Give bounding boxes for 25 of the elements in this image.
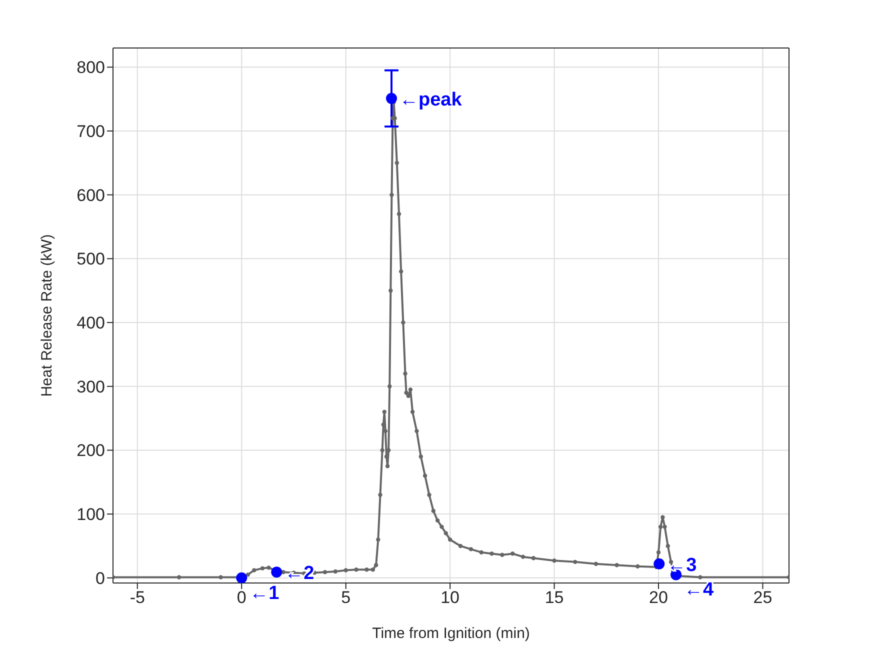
x-tick-label: 5: [341, 588, 351, 608]
point: [236, 572, 248, 583]
y-tick-label: 100: [76, 505, 105, 524]
x-tick-label: 0: [236, 588, 246, 608]
y-tick-label: 800: [76, 58, 105, 78]
x-axis-title: Time from Ignition (min): [372, 625, 530, 642]
y-tick-label: 600: [76, 186, 105, 205]
point: [654, 558, 665, 570]
y-tick-label: 300: [76, 377, 105, 396]
y-tick-label: 400: [76, 314, 105, 333]
x-tick-label: -5: [130, 588, 145, 608]
x-tick-label: 15: [544, 588, 564, 608]
x-tick-label: 10: [440, 588, 460, 608]
y-axis-title: Heat Release Rate (kW): [38, 234, 56, 397]
x-tick-label: 25: [753, 588, 772, 608]
annotation: ←peak: [399, 89, 462, 110]
annotation: ←1: [250, 582, 280, 604]
y-tick-label: 0: [96, 568, 105, 588]
point: [271, 566, 282, 578]
x-tick-label: 20: [649, 588, 668, 608]
y-tick-label: 700: [76, 122, 105, 142]
y-tick-label: 200: [76, 441, 105, 460]
y-tick-label: 500: [76, 250, 105, 269]
annotation: ←4: [684, 580, 714, 601]
point: [386, 92, 397, 104]
